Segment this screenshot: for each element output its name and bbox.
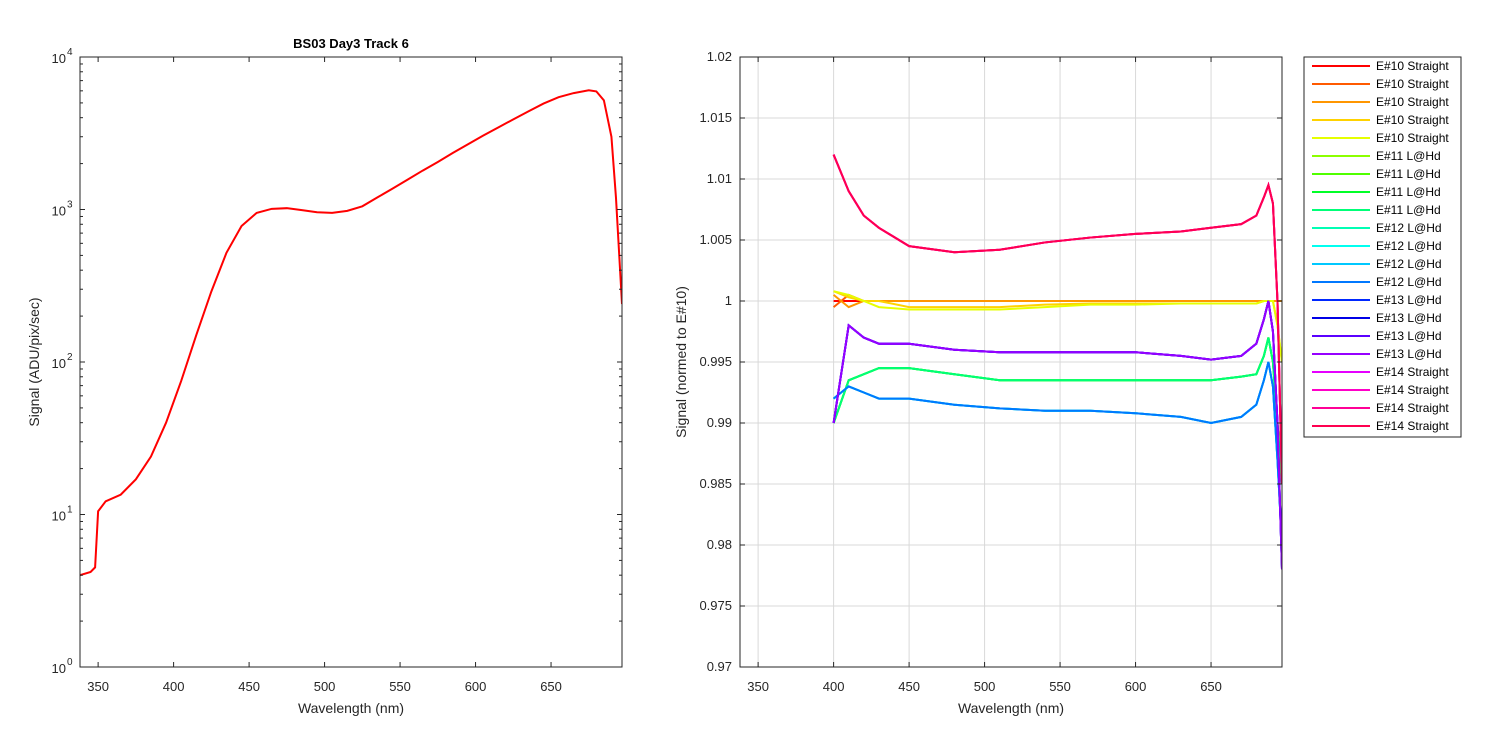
legend-label: E#14 Straight (1376, 419, 1449, 433)
legend-label: E#13 L@Hd (1376, 347, 1442, 361)
x-tick-label: 500 (314, 679, 336, 694)
legend-items: E#10 Straight E#10 Straight E#10 Straight E… (1312, 59, 1449, 433)
legend: E#10 Straight E#10 Straight E#10 Straight E… (1303, 56, 1462, 438)
right-series-group (832, 154, 1282, 570)
y-tick-label: 0.98 (707, 537, 732, 552)
x-tick-label: 350 (747, 679, 769, 694)
y-tick-label: 10 (52, 204, 66, 219)
y-tick-label: 10 (52, 661, 66, 676)
y-tick-exponent: 1 (67, 505, 73, 516)
series-line (80, 89, 622, 577)
y-tick-label: 1.015 (699, 110, 732, 125)
legend-label: E#12 L@Hd (1376, 221, 1442, 235)
left-chart-title: BS03 Day3 Track 6 (293, 36, 409, 51)
x-tick-label: 650 (540, 679, 562, 694)
y-tick-label: 0.975 (699, 598, 732, 613)
legend-label: E#14 Straight (1376, 401, 1449, 415)
legend-label: E#10 Straight (1376, 113, 1449, 127)
y-tick-exponent: 4 (67, 47, 73, 58)
legend-label: E#12 L@Hd (1376, 239, 1442, 253)
y-tick-label: 10 (52, 51, 66, 66)
x-tick-label: 600 (465, 679, 487, 694)
right-y-ticks: 0.97 0.975 0.98 0.985 0.99 0.995 1 1.005 1.01 1.0… (699, 49, 1282, 674)
x-tick-label: 400 (823, 679, 845, 694)
y-tick-label: 1.01 (707, 171, 732, 186)
x-tick-label: 450 (238, 679, 260, 694)
right-x-axis-label: Wavelength (nm) (958, 700, 1064, 716)
x-tick-label: 650 (1200, 679, 1222, 694)
y-tick-label: 0.97 (707, 659, 732, 674)
series-line (832, 300, 1282, 570)
y-tick-label: 0.985 (699, 476, 732, 491)
y-tick-label: 10 (52, 356, 66, 371)
legend-label: E#10 Straight (1376, 77, 1449, 91)
x-tick-label: 400 (163, 679, 185, 694)
legend-label: E#10 Straight (1376, 131, 1449, 145)
x-tick-label: 600 (1125, 679, 1147, 694)
y-tick-label: 1 (725, 293, 732, 308)
series-line (832, 361, 1282, 546)
left-x-ticks: 350 400 450 500 550 600 650 (87, 57, 562, 694)
y-tick-label: 1.02 (707, 49, 732, 64)
legend-label: E#10 Straight (1376, 95, 1449, 109)
legend-label: E#11 L@Hd (1376, 185, 1441, 199)
series-line (832, 337, 1282, 485)
legend-label: E#10 Straight (1376, 59, 1449, 73)
legend-label: E#14 Straight (1376, 365, 1449, 379)
chart-right: 350 400 450 500 550 600 650 0.97 0.975 0.98 0.985… (673, 49, 1462, 716)
legend-label: E#14 Straight (1376, 383, 1449, 397)
legend-label: E#12 L@Hd (1376, 275, 1442, 289)
legend-label: E#11 L@Hd (1376, 167, 1441, 181)
left-x-axis-label: Wavelength (nm) (298, 700, 404, 716)
series-line (832, 154, 1282, 485)
right-y-axis-label: Signal (normed to E#10) (673, 286, 689, 438)
y-tick-label: 0.99 (707, 415, 732, 430)
y-tick-exponent: 2 (67, 352, 73, 363)
y-tick-label: 1.005 (699, 232, 732, 247)
x-tick-label: 550 (389, 679, 411, 694)
legend-label: E#11 L@Hd (1376, 203, 1441, 217)
x-tick-label: 350 (87, 679, 109, 694)
legend-label: E#11 L@Hd (1376, 149, 1441, 163)
right-x-ticks: 350 400 450 500 550 600 650 (747, 57, 1222, 694)
y-tick-label: 0.995 (699, 354, 732, 369)
x-tick-label: 500 (974, 679, 996, 694)
legend-label: E#13 L@Hd (1376, 311, 1442, 325)
left-series-group (80, 89, 622, 577)
y-tick-label: 10 (52, 509, 66, 524)
legend-label: E#12 L@Hd (1376, 257, 1442, 271)
x-tick-label: 550 (1049, 679, 1071, 694)
y-tick-exponent: 0 (67, 657, 73, 668)
legend-label: E#13 L@Hd (1376, 329, 1442, 343)
x-tick-label: 450 (898, 679, 920, 694)
y-tick-exponent: 3 (67, 200, 73, 211)
plot-area-left (80, 57, 622, 667)
left-y-axis-label: Signal (ADU/pix/sec) (26, 297, 42, 426)
legend-label: E#13 L@Hd (1376, 293, 1442, 307)
